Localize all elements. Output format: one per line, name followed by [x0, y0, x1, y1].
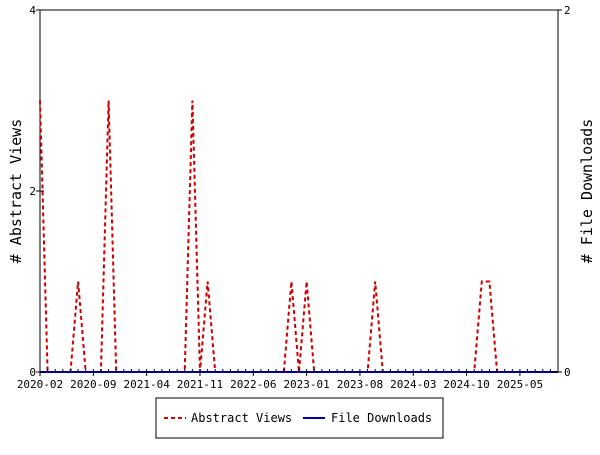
legend-label-file-downloads: File Downloads [331, 411, 432, 425]
y-tick-label: 0 [29, 366, 36, 379]
legend-label-abstract-views: Abstract Views [191, 411, 292, 425]
x-tick-label: 2022-06 [230, 378, 276, 391]
x-tick-label: 2024-10 [443, 378, 489, 391]
y2-tick-label: 2 [564, 4, 571, 17]
legend-box [155, 397, 444, 439]
x-tick-label: 2023-08 [337, 378, 383, 391]
x-tick-label: 2021-11 [177, 378, 223, 391]
x-tick-label: 2020-02 [17, 378, 63, 391]
x-tick-label: 2020-09 [70, 378, 116, 391]
series-line-abstract-views [39, 100, 558, 373]
y2-axis-title: # File Downloads [578, 119, 596, 264]
plot-frame [39, 9, 559, 373]
y-tick-label: 4 [29, 4, 36, 17]
x-tick-label: 2024-03 [390, 378, 436, 391]
x-tick-label: 2023-01 [283, 378, 329, 391]
y-axis-title: # Abstract Views [7, 119, 25, 264]
axes-layer: 2020-02 2020-09 2021-04 2021-11 2022-06 2023-… [17, 4, 571, 391]
plot-area [39, 9, 559, 373]
y2-tick-label: 0 [564, 366, 571, 379]
x-tick-label: 2021-04 [123, 378, 170, 391]
y-tick-label: 2 [29, 185, 36, 198]
x-tick-label: 2025-05 [497, 378, 543, 391]
series-layer [39, 100, 558, 373]
legend: Abstract Views File Downloads [155, 397, 444, 439]
